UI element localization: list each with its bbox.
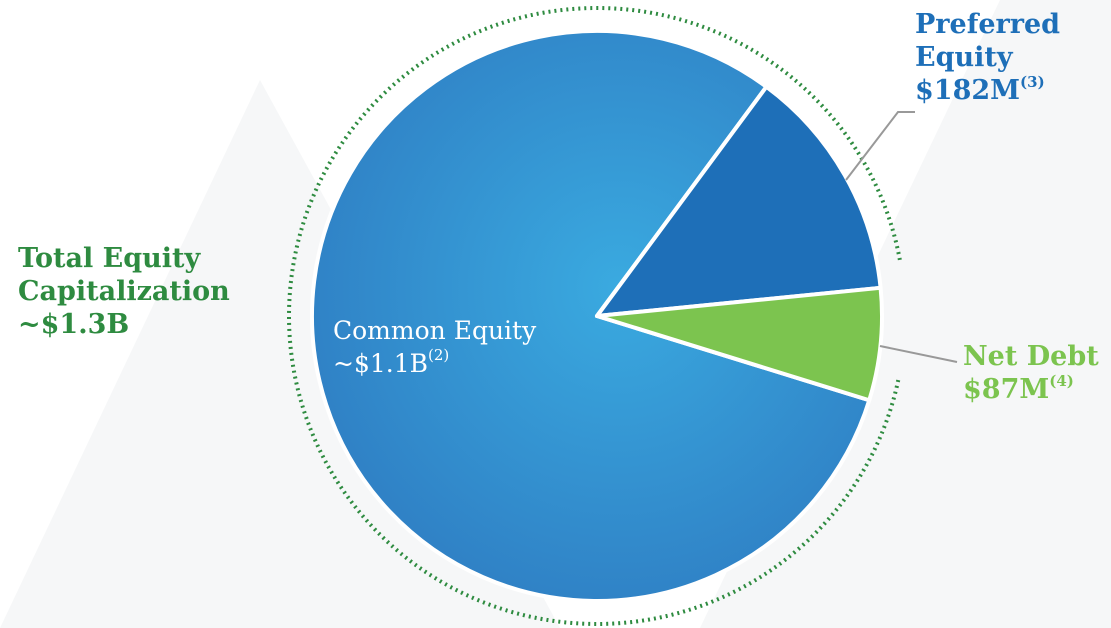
slice-name: Net Debt: [963, 341, 1099, 372]
slice-name: Preferred Equity: [915, 9, 1061, 73]
slice-value: $182M(3): [915, 74, 1065, 107]
leader-line: [879, 345, 958, 363]
footnote: (2): [427, 346, 450, 364]
value-label: ~$1.1B: [333, 349, 428, 378]
slice-label: Common Equity ~$1.1B(2): [333, 314, 593, 380]
value-label: $87M: [963, 374, 1050, 405]
annotation-value: ~$1.3B: [18, 309, 130, 340]
footnote: (4): [1049, 372, 1074, 390]
pie-slice: [595, 285, 884, 403]
pie-slice: [310, 29, 872, 603]
pie-slice: [595, 84, 883, 318]
annotation-text: Total Equity Capitalization: [18, 243, 230, 307]
footnote: (3): [1020, 73, 1045, 91]
slice-value: ~$1.1B(2): [333, 347, 593, 380]
leader-line: [845, 111, 915, 181]
value-label: $182M: [915, 75, 1021, 106]
slice-label: Net Debt $87M(4): [963, 340, 1103, 406]
slice-value: $87M(4): [963, 373, 1103, 406]
slice-name: Common Equity: [333, 316, 537, 345]
annotation: Total Equity Capitalization ~$1.3B: [18, 242, 278, 341]
slice-label: Preferred Equity $182M(3): [915, 8, 1065, 107]
